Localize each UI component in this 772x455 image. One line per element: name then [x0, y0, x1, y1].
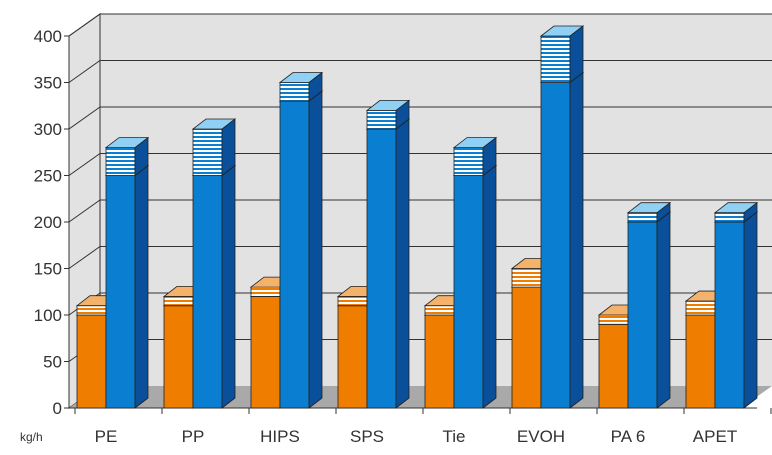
bar-blue-cap-2: [278, 71, 324, 102]
bar-orange-3-front: [337, 305, 368, 409]
y-tick-label: 100: [34, 306, 62, 325]
bar-blue-6: [626, 211, 672, 409]
y-tick-label: 250: [34, 167, 62, 186]
bar-blue-7-side: [743, 211, 758, 409]
bar-blue-5-front: [540, 82, 571, 409]
bar-blue-5-side: [569, 71, 584, 409]
bar-blue-cap-4-top: [452, 137, 498, 149]
bar-orange-cap-2-front: [250, 286, 281, 297]
bar-blue-cap-0: [104, 136, 150, 177]
y-tick-label: 400: [34, 27, 62, 46]
bar-blue-cap-3: [365, 99, 411, 130]
bar-blue-0: [104, 164, 150, 409]
x-category-label: PP: [182, 427, 205, 446]
bar-blue-7-front: [714, 221, 745, 409]
bar-blue-6-front: [627, 221, 658, 409]
bar-blue-0-side: [134, 164, 149, 409]
x-category-label: APET: [693, 427, 737, 446]
bar-blue-cap-1-front: [192, 128, 223, 176]
bar-blue-cap-4: [452, 136, 498, 177]
bar-orange-cap-0-front: [76, 305, 107, 316]
bar-orange-cap-5-front: [511, 268, 542, 288]
bar-blue-cap-2-front: [279, 82, 310, 102]
bar-blue-cap-0-top: [104, 137, 150, 149]
bar-orange-cap-6-front: [598, 314, 629, 325]
bar-blue-6-side: [656, 211, 671, 409]
bar-blue-cap-3-front: [366, 110, 397, 130]
bar-blue-cap-1: [191, 118, 237, 177]
bar-orange-cap-1-front: [163, 295, 194, 307]
bar-blue-2: [278, 90, 324, 409]
bar-blue-cap-6-top: [626, 202, 672, 214]
bar-orange-cap-7-front: [685, 300, 716, 316]
bar-blue-2-side: [308, 90, 323, 409]
bar-orange-0-front: [76, 314, 107, 409]
bar-blue-cap-0-front: [105, 147, 136, 176]
y-tick-label: 0: [53, 399, 62, 418]
bar-blue-cap-7-front: [714, 212, 745, 223]
bar-blue-cap-3-top: [365, 100, 411, 111]
bar-blue-3-front: [366, 128, 397, 409]
bar-orange-6-front: [598, 323, 629, 409]
bar-blue-7: [713, 211, 759, 409]
y-tick-label: 150: [34, 260, 62, 279]
floor: [69, 386, 772, 408]
y-tick-label: 50: [43, 353, 62, 372]
bar-blue-cap-4-front: [453, 147, 484, 176]
bar-blue-cap-5-top: [539, 25, 585, 37]
x-category-label: PE: [95, 427, 118, 446]
bar-blue-cap-1-top: [191, 118, 237, 130]
gridline: [68, 13, 772, 37]
bar-orange-5-front: [511, 286, 542, 409]
y-tick-label: 200: [34, 213, 62, 232]
bar-orange-2-front: [250, 295, 281, 409]
bar-blue-4-front: [453, 175, 484, 409]
x-category-label: PA 6: [611, 427, 646, 446]
y-tick-label: 350: [34, 74, 62, 93]
bar-blue-5: [539, 71, 585, 409]
bar-blue-4: [452, 164, 498, 409]
x-category-label: HIPS: [260, 427, 300, 446]
bar-blue-cap-2-top: [278, 72, 324, 83]
labels: 0 50 100 150 200 250 300 350 400 PE PP HIPS SPS Tie EV…: [20, 27, 737, 446]
bar-blue-4-side: [482, 164, 497, 409]
bar-blue-3: [365, 118, 411, 409]
bar-blue-1-front: [192, 175, 223, 409]
bar-blue-1-side: [221, 164, 236, 409]
bar-blue-cap-6-front: [627, 212, 658, 223]
bar-orange-4-front: [424, 314, 455, 409]
y-tick-label: 300: [34, 120, 62, 139]
bar-orange-7-front: [685, 314, 716, 409]
x-category-label: SPS: [350, 427, 384, 446]
x-category-label: Tie: [443, 427, 466, 446]
bar-blue-cap-6: [626, 201, 672, 223]
bar-orange-1-front: [163, 305, 194, 409]
bar-blue-1: [191, 164, 237, 409]
bar-orange-cap-4-front: [424, 305, 455, 316]
bar-blue-cap-7: [713, 201, 759, 223]
bars: [75, 25, 759, 409]
unit-label: kg/h: [20, 430, 43, 444]
bar-blue-3-side: [395, 118, 410, 409]
bar-blue-2-front: [279, 100, 310, 409]
bar-blue-cap-5-front: [540, 35, 571, 83]
bar-blue-cap-7-top: [713, 202, 759, 214]
x-category-label: EVOH: [517, 427, 565, 446]
bar-orange-cap-3-front: [337, 295, 368, 307]
bar-blue-0-front: [105, 175, 136, 409]
bar-blue-cap-5: [539, 25, 585, 84]
